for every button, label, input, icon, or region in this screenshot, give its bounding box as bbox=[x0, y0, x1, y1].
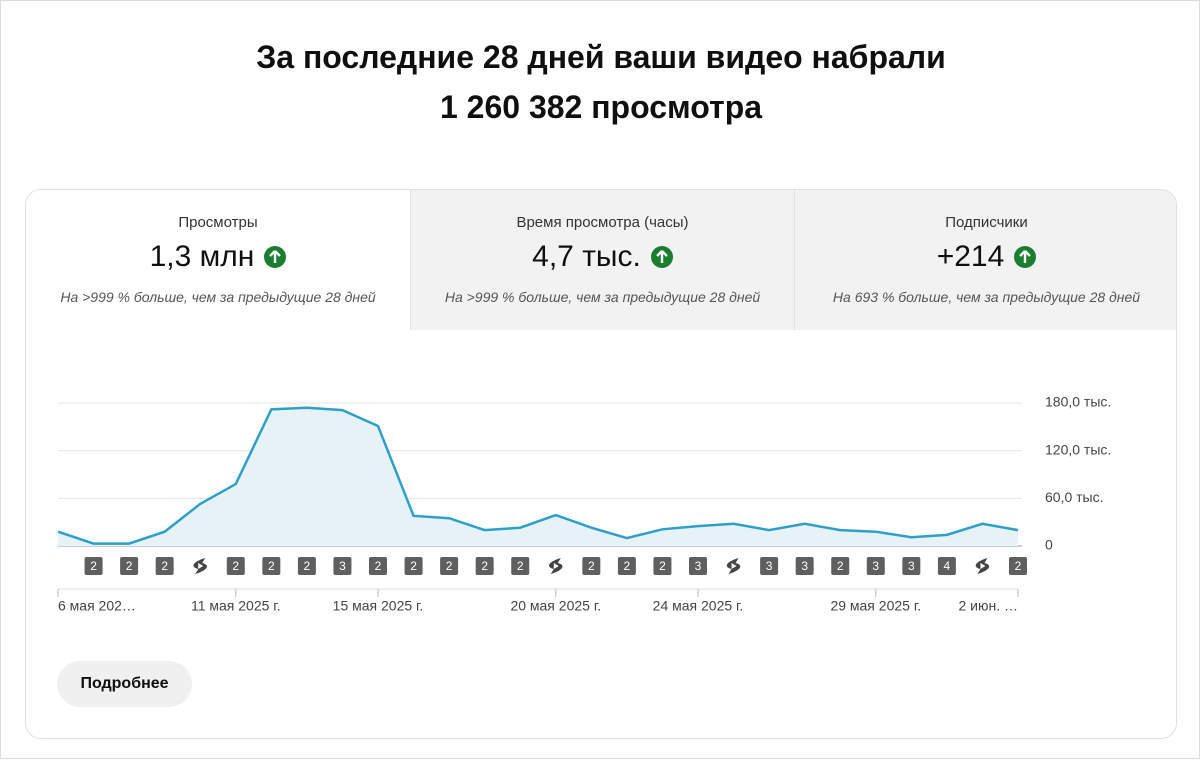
badge-count: 2 bbox=[304, 559, 311, 573]
metric-note: На 693 % больше, чем за предыдущие 28 дн… bbox=[832, 289, 1141, 305]
upload-badge bbox=[120, 557, 139, 575]
badge-count: 3 bbox=[872, 559, 879, 573]
upload-badge bbox=[297, 557, 316, 575]
badge-count: 2 bbox=[161, 559, 168, 573]
upload-badge bbox=[760, 557, 779, 575]
up-icon bbox=[650, 246, 673, 268]
x-tick-label: 15 мая 2025 г. bbox=[333, 598, 424, 614]
upload-badge bbox=[511, 557, 530, 575]
upload-badge bbox=[902, 557, 921, 575]
details-button[interactable]: Подробнее bbox=[57, 661, 192, 707]
y-tick-label: 0 bbox=[1045, 537, 1053, 553]
metric-value: 1,3 млн bbox=[26, 240, 410, 274]
badge-count: 3 bbox=[339, 559, 346, 573]
badge-count: 3 bbox=[908, 559, 915, 573]
metric-tab[interactable]: Время просмотра (часы) 4,7 тыс. На >999 … bbox=[410, 190, 794, 330]
metric-tab[interactable]: Просмотры 1,3 млн На >999 % больше, чем … bbox=[26, 190, 410, 330]
title: За последние 28 дней ваши видео набрали bbox=[256, 39, 946, 75]
y-tick-label: 120,0 тыс. bbox=[1045, 441, 1111, 457]
badge-count: 2 bbox=[659, 559, 666, 573]
upload-badge bbox=[795, 557, 814, 575]
upload-badge bbox=[937, 557, 956, 575]
badge-count: 2 bbox=[410, 559, 417, 573]
badge-count: 2 bbox=[90, 559, 97, 573]
title: 1 260 382 просмотра bbox=[439, 89, 763, 125]
badge-count: 2 bbox=[517, 559, 524, 573]
up-icon bbox=[264, 246, 287, 268]
badge-count: 2 bbox=[1015, 559, 1022, 573]
upload-badge bbox=[582, 557, 601, 575]
upload-badge bbox=[831, 557, 850, 575]
upload-badge bbox=[84, 557, 103, 575]
shorts-play bbox=[198, 563, 204, 569]
x-tick-label: 11 мая 2025 г. bbox=[191, 598, 281, 614]
line bbox=[57, 406, 1019, 545]
metric-note: На >999 % больше, чем за предыдущие 28 д… bbox=[444, 289, 761, 305]
shorts-play bbox=[731, 563, 737, 569]
badge-count: 3 bbox=[766, 559, 773, 573]
upload-badge bbox=[155, 557, 174, 575]
upload-badge bbox=[404, 557, 423, 575]
y-tick-label: 180,0 тыс. bbox=[1045, 394, 1111, 410]
upload-badge bbox=[653, 557, 672, 575]
upload-badge bbox=[226, 557, 245, 575]
upload-badge bbox=[440, 557, 459, 575]
badge-count: 2 bbox=[446, 559, 453, 573]
area bbox=[58, 407, 1018, 546]
badge-count: 2 bbox=[588, 559, 595, 573]
upload-badge bbox=[369, 557, 387, 575]
upload-badge bbox=[866, 557, 885, 575]
x-tick-label: 20 мая 2025 г. bbox=[510, 598, 601, 614]
badge-count: 3 bbox=[695, 559, 702, 573]
upload-badge bbox=[333, 557, 352, 575]
value-text: 1,3 млн bbox=[149, 240, 255, 273]
metric-value: 4,7 тыс. bbox=[411, 240, 794, 274]
upload-badge bbox=[475, 557, 494, 575]
metric-label: Подписчики bbox=[945, 214, 1028, 231]
y-tick-label: 60,0 тыс. bbox=[1045, 489, 1104, 505]
metric-note: На >999 % больше, чем за предыдущие 28 д… bbox=[60, 289, 376, 305]
badge-count: 2 bbox=[375, 559, 382, 573]
upload-badge bbox=[1009, 557, 1027, 575]
metric-label: Просмотры bbox=[178, 214, 258, 231]
metric-tab[interactable]: Подписчики +214 На 693 % больше, чем за … bbox=[794, 190, 1176, 330]
badge-count: 3 bbox=[801, 559, 808, 573]
upload-badge bbox=[262, 557, 281, 575]
shorts-play bbox=[553, 563, 559, 569]
analytics-card: Просмотры 1,3 млн На >999 % больше, чем … bbox=[25, 189, 1177, 739]
badge-count: 2 bbox=[126, 559, 133, 573]
x-tick-label: 2 июн. … bbox=[958, 598, 1018, 614]
metric-value: +214 bbox=[795, 240, 1176, 274]
up-icon bbox=[1014, 246, 1037, 268]
upload-badge bbox=[689, 557, 707, 575]
x-tick-label: 24 мая 2025 г. bbox=[653, 598, 744, 614]
badge-count: 2 bbox=[232, 559, 239, 573]
x-tick-label: 29 мая 2025 г. bbox=[830, 598, 921, 614]
badge-count: 4 bbox=[944, 559, 951, 573]
badge-count: 2 bbox=[481, 559, 488, 573]
value-text: +214 bbox=[936, 240, 1005, 273]
value-text: 4,7 тыс. bbox=[532, 240, 641, 273]
shorts-play bbox=[980, 563, 986, 569]
x-tick-label: 6 мая 202… bbox=[58, 598, 136, 614]
badge-count: 2 bbox=[624, 559, 631, 573]
metric-label: Время просмотра (часы) bbox=[516, 214, 689, 231]
upload-badge bbox=[617, 557, 636, 575]
badge-count: 2 bbox=[837, 559, 844, 573]
badge-count: 2 bbox=[268, 559, 275, 573]
